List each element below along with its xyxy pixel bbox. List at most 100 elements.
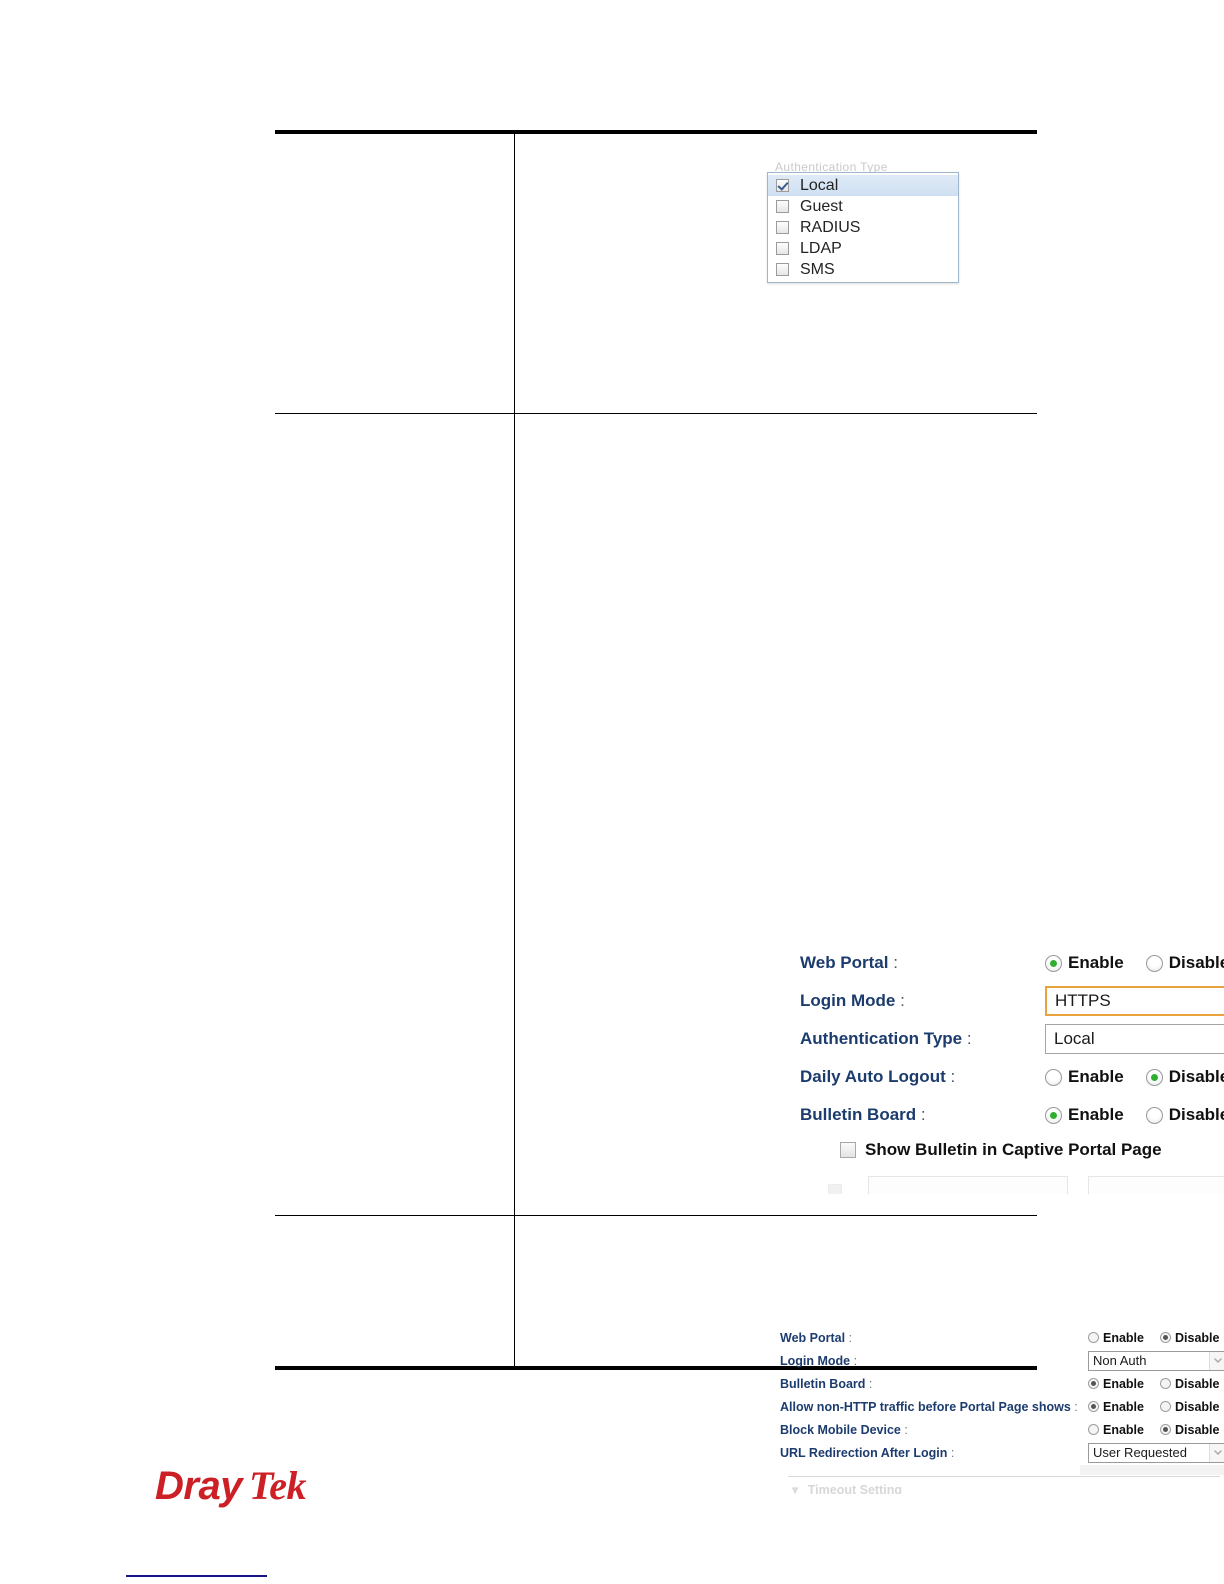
label-colon: :	[904, 1422, 908, 1437]
radio-label: Enable	[1068, 953, 1124, 972]
label-text: Authentication Type	[800, 1029, 963, 1048]
label-text: Daily Auto Logout	[800, 1067, 946, 1086]
radio-group-web-portal[interactable]: Enable Disable	[1088, 1331, 1219, 1345]
radio-web-portal-enable[interactable]: Enable	[1088, 1331, 1144, 1345]
select-authentication-type[interactable]: Local	[1045, 1024, 1224, 1054]
checkbox-icon[interactable]	[776, 242, 789, 255]
radio-daily-auto-logout-enable[interactable]: Enable	[1045, 1067, 1124, 1087]
table-cell-term	[275, 1216, 515, 1366]
field-row-authentication-type: Authentication Type : Local C	[800, 1020, 1224, 1058]
radio-block-mobile-device-enable[interactable]: Enable	[1088, 1423, 1144, 1437]
field-row-web-portal: Web Portal : Enable Disable	[780, 1326, 1224, 1349]
list-item-guest[interactable]: Guest	[768, 196, 958, 217]
radio-icon[interactable]	[1160, 1332, 1171, 1343]
radio-icon[interactable]	[1045, 954, 1062, 972]
list-item-sms[interactable]: SMS	[768, 259, 958, 280]
list-item-label: RADIUS	[800, 218, 861, 236]
clipped-checkbox-icon	[828, 1184, 842, 1194]
radio-label: Enable	[1103, 1330, 1144, 1345]
radio-icon[interactable]	[1145, 1106, 1163, 1124]
radio-group-web-portal[interactable]: Enable Disable	[1045, 953, 1224, 973]
footer-rule	[126, 1575, 267, 1577]
radio-allow-non-http-traffic-enable[interactable]: Enable	[1088, 1400, 1144, 1414]
list-item-radius[interactable]: RADIUS	[768, 217, 958, 238]
field-row-daily-auto-logout: Daily Auto Logout : Enable Disable	[800, 1058, 1224, 1096]
field-control: Enable Disable	[1045, 1067, 1224, 1087]
radio-group-bulletin-board[interactable]: Enable Disable	[1088, 1377, 1219, 1391]
radio-label: Disable	[1175, 1330, 1220, 1345]
select-url-redirection-after-login[interactable]: User Requested	[1088, 1442, 1224, 1463]
list-item-local[interactable]: Local	[768, 175, 958, 196]
table-row: Web Portal : Enable Disable	[275, 414, 1224, 1494]
clipped-input-b	[1088, 1176, 1224, 1194]
field-control: HTTPS	[1045, 986, 1224, 1016]
checkbox-icon[interactable]	[776, 263, 789, 276]
field-label-bulletin-board: Bulletin Board :	[780, 1377, 872, 1391]
list-item-ldap[interactable]: LDAP	[768, 238, 958, 259]
radio-icon[interactable]	[1160, 1401, 1171, 1412]
label-text: Block Mobile Device	[780, 1422, 901, 1437]
radio-group-bulletin-board[interactable]: Enable Disable	[1045, 1105, 1224, 1125]
authentication-type-list-screenshot: Authentication Type Local Guest RADIUS	[767, 160, 959, 283]
clipped-fields-below	[820, 1176, 1224, 1194]
field-control: Non Auth	[1088, 1350, 1224, 1371]
radio-group-daily-auto-logout[interactable]: Enable Disable	[1045, 1067, 1224, 1087]
radio-block-mobile-device-disable[interactable]: Disable	[1160, 1423, 1219, 1437]
checkbox-icon[interactable]	[776, 221, 789, 234]
checkbox-icon[interactable]	[776, 200, 789, 213]
label-text: Web Portal	[780, 1330, 846, 1345]
radio-icon[interactable]	[1160, 1424, 1171, 1435]
field-row-bulletin-board: Bulletin Board : Enable Disable	[780, 1372, 1224, 1395]
checkbox-icon[interactable]	[776, 179, 789, 192]
field-label-daily-auto-logout: Daily Auto Logout :	[800, 1067, 1045, 1087]
checkbox-show-bulletin-in-captive-portal-page[interactable]: Show Bulletin in Captive Portal Page	[840, 1140, 1224, 1160]
checkbox-icon[interactable]	[840, 1142, 856, 1158]
radio-daily-auto-logout-disable[interactable]: Disable	[1145, 1067, 1224, 1087]
field-label-bulletin-board: Bulletin Board :	[800, 1105, 1045, 1125]
radio-group-block-mobile-device[interactable]: Enable Disable	[1088, 1423, 1219, 1437]
radio-bulletin-board-enable[interactable]: Enable	[1045, 1105, 1124, 1125]
radio-web-portal-disable[interactable]: Disable	[1145, 953, 1224, 973]
radio-icon[interactable]	[1145, 1068, 1163, 1086]
chevron-down-icon[interactable]: ▾	[792, 1483, 799, 1494]
select-value: Local	[1054, 1029, 1095, 1048]
radio-icon[interactable]	[1145, 954, 1163, 972]
radio-web-portal-disable[interactable]: Disable	[1160, 1331, 1219, 1345]
section-divider	[788, 1476, 1220, 1477]
field-row-allow-non-http-traffic: Allow non-HTTP traffic before Portal Pag…	[780, 1395, 1224, 1418]
label-text: Login Mode	[780, 1353, 851, 1368]
radio-label: Enable	[1103, 1422, 1144, 1437]
label-text: Web Portal	[800, 953, 889, 972]
radio-bulletin-board-disable[interactable]: Disable	[1145, 1105, 1224, 1125]
field-row-block-mobile-device: Block Mobile Device : Enable Disable	[780, 1418, 1224, 1441]
radio-bulletin-board-disable[interactable]: Disable	[1160, 1377, 1219, 1391]
field-row-login-mode: Login Mode : HTTPS	[800, 982, 1224, 1020]
label-colon: :	[1074, 1399, 1078, 1414]
select-login-mode[interactable]: HTTPS	[1045, 986, 1224, 1016]
authentication-type-checkbox-list[interactable]: Local Guest RADIUS LDAP	[767, 172, 959, 283]
radio-label: Disable	[1168, 1105, 1224, 1124]
field-label-allow-non-http-traffic: Allow non-HTTP traffic before Portal Pag…	[780, 1400, 1078, 1414]
chevron-down-icon[interactable]	[1209, 1443, 1224, 1462]
table-row	[275, 1216, 1037, 1366]
radio-icon[interactable]	[1160, 1378, 1171, 1389]
label-text: Login Mode	[800, 991, 896, 1010]
radio-web-portal-enable[interactable]: Enable	[1045, 953, 1124, 973]
section-header-label: Timeout Setting	[807, 1483, 902, 1494]
radio-icon[interactable]	[1088, 1401, 1099, 1412]
radio-icon[interactable]	[1088, 1378, 1099, 1389]
radio-group-allow-non-http-traffic[interactable]: Enable Disable	[1088, 1400, 1219, 1414]
label-colon: :	[966, 1029, 972, 1048]
radio-bulletin-board-enable[interactable]: Enable	[1088, 1377, 1144, 1391]
label-colon: :	[900, 991, 905, 1010]
chevron-down-icon[interactable]	[1209, 1351, 1224, 1370]
documentation-table: Authentication Type Local Guest RADIUS	[275, 130, 1224, 1494]
radio-icon[interactable]	[1045, 1068, 1062, 1086]
select-login-mode[interactable]: Non Auth	[1088, 1350, 1224, 1371]
radio-icon[interactable]	[1045, 1106, 1062, 1124]
radio-allow-non-http-traffic-disable[interactable]: Disable	[1160, 1400, 1219, 1414]
section-header-timeout-setting[interactable]: ▾ Timeout Setting	[792, 1482, 902, 1494]
radio-icon[interactable]	[1088, 1332, 1099, 1343]
label-colon: :	[920, 1105, 926, 1124]
radio-icon[interactable]	[1088, 1424, 1099, 1435]
